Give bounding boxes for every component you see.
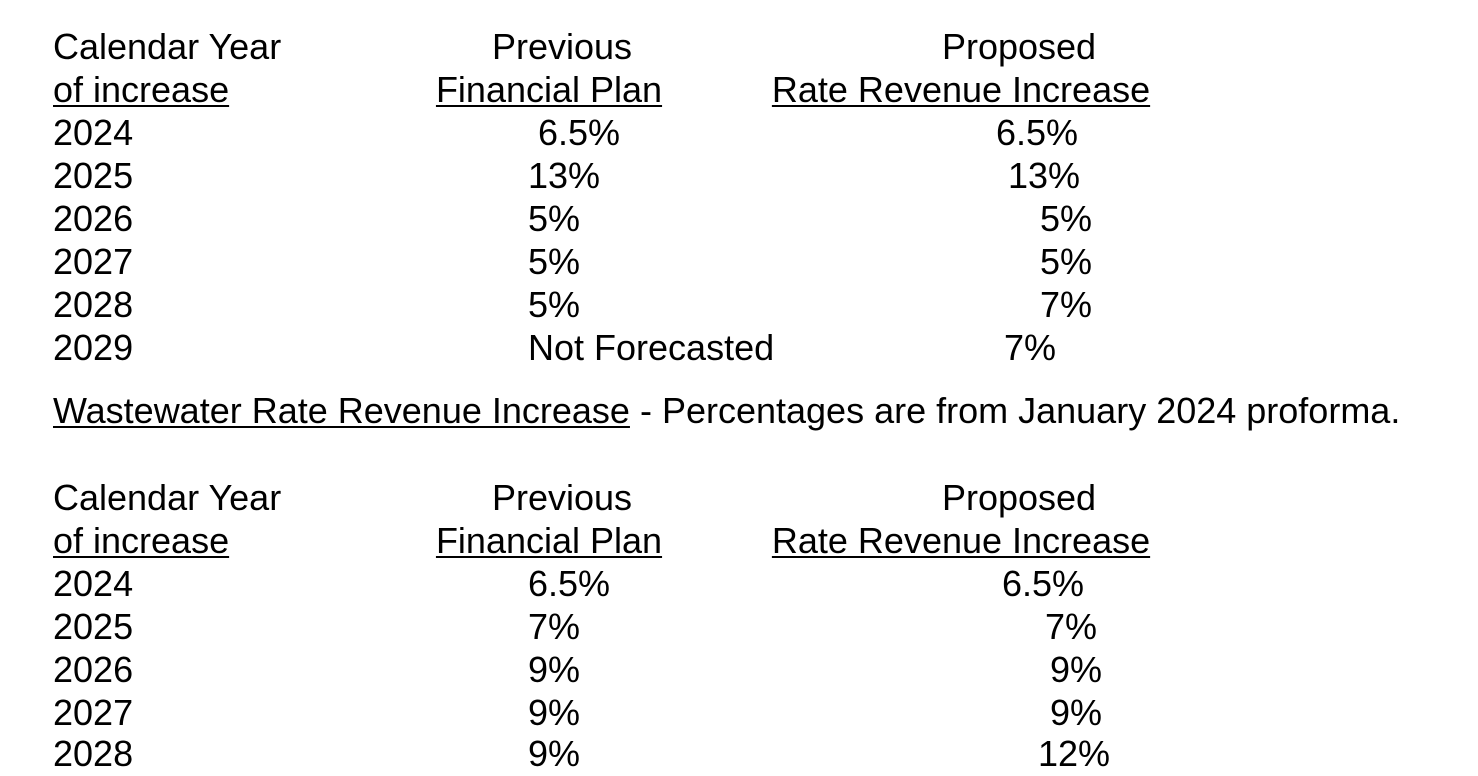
table2-row-proposed: 9% xyxy=(1050,692,1103,733)
table1-header-previous-line1: Previous xyxy=(491,26,633,67)
table2-row-proposed: 9% xyxy=(1050,649,1103,690)
table1-row-previous: 13% xyxy=(528,155,601,196)
table2-row-year: 2026 xyxy=(53,649,134,690)
table1-row-previous: 6.5% xyxy=(538,112,621,153)
table2-row-year: 2028 xyxy=(53,733,134,774)
table1-row-proposed: 7% xyxy=(1040,284,1093,325)
table1-row-year: 2028 xyxy=(53,284,134,325)
table1-row-previous: 5% xyxy=(528,198,581,239)
table1-row-year: 2024 xyxy=(53,112,134,153)
wastewater-section-title: Wastewater Rate Revenue Increase - Perce… xyxy=(53,389,1400,432)
table1-row-proposed: 7% xyxy=(1004,327,1057,368)
table1-row-previous: Not Forecasted xyxy=(528,327,775,368)
table2-row-previous: 6.5% xyxy=(528,563,611,604)
table2-row-proposed: 7% xyxy=(1045,606,1098,647)
table2-row-previous: 9% xyxy=(528,733,581,774)
wastewater-section-note: - Percentages are from January 2024 prof… xyxy=(629,390,1401,431)
table1-header-proposed-line2: Rate Revenue Increase xyxy=(771,69,1151,110)
table2-header-year-line1: Calendar Year xyxy=(53,477,282,518)
table2-row-previous: 9% xyxy=(528,692,581,733)
table1-row-year: 2027 xyxy=(53,241,134,282)
table2-row-year: 2027 xyxy=(53,692,134,733)
table1-row-year: 2025 xyxy=(53,155,134,196)
table2-row-previous: 9% xyxy=(528,649,581,690)
wastewater-section-heading: Wastewater Rate Revenue Increase xyxy=(53,390,630,431)
table2-header-proposed-line2: Rate Revenue Increase xyxy=(771,520,1151,561)
table1-row-previous: 5% xyxy=(528,284,581,325)
table2-header-previous-line1: Previous xyxy=(491,477,633,518)
table1-row-proposed: 5% xyxy=(1040,198,1093,239)
table1-header-year-line1: Calendar Year xyxy=(53,26,282,67)
table1-header-proposed-line1: Proposed xyxy=(941,26,1097,67)
table1-row-proposed: 13% xyxy=(1008,155,1081,196)
table1-header-previous-line2: Financial Plan xyxy=(435,69,663,110)
table1-row-year: 2029 xyxy=(53,327,134,368)
table2-row-year: 2025 xyxy=(53,606,134,647)
table2-header-year-line2: of increase xyxy=(53,520,230,561)
table1-row-proposed: 6.5% xyxy=(996,112,1079,153)
table1-row-year: 2026 xyxy=(53,198,134,239)
table2-header-previous-line2: Financial Plan xyxy=(435,520,663,561)
table1-header-year-line2: of increase xyxy=(53,69,230,110)
table1-row-proposed: 5% xyxy=(1040,241,1093,282)
table2-row-proposed: 12% xyxy=(1038,733,1111,774)
table2-row-previous: 7% xyxy=(528,606,581,647)
table2-row-year: 2024 xyxy=(53,563,134,604)
table1-row-previous: 5% xyxy=(528,241,581,282)
table2-header-proposed-line1: Proposed xyxy=(941,477,1097,518)
table2-row-proposed: 6.5% xyxy=(1002,563,1085,604)
